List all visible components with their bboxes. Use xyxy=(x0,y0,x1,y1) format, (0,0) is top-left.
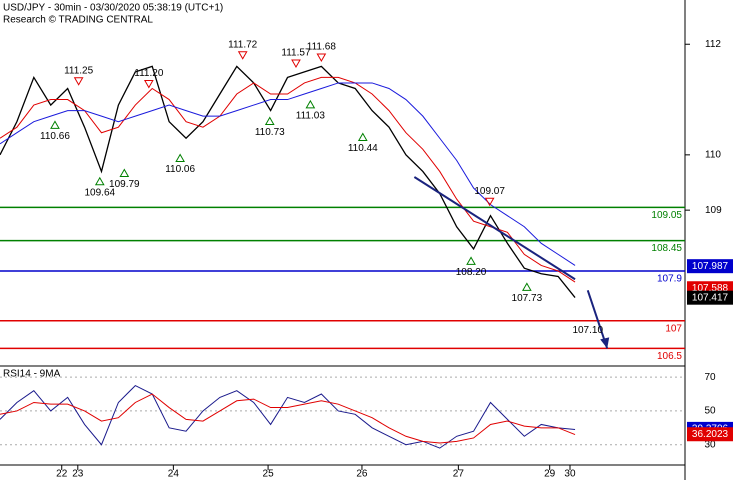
chart-subtitle: Research © TRADING CENTRAL xyxy=(3,15,153,26)
high-marker xyxy=(143,79,154,89)
low-marker xyxy=(264,116,275,125)
x-tick-label: 27 xyxy=(453,469,465,480)
low-marker xyxy=(119,168,130,177)
low-marker xyxy=(175,153,185,163)
chart-title: USD/JPY - 30min - 03/30/2020 05:38:19 (U… xyxy=(3,3,223,14)
high-marker xyxy=(73,77,84,86)
rsi-tick-label: 50 xyxy=(704,406,716,417)
low-marker xyxy=(357,132,368,142)
high-label: 111.57 xyxy=(281,48,311,59)
x-tick-label: 30 xyxy=(564,469,576,480)
low-label: 110.66 xyxy=(40,131,70,142)
price-line xyxy=(0,65,576,298)
price-box-label: 107.588 xyxy=(692,283,729,294)
low-label: 108.20 xyxy=(456,267,487,278)
price-box xyxy=(687,427,733,442)
level-label: 107.9 xyxy=(657,274,682,285)
rsi-line xyxy=(0,393,576,444)
x-tick-label: 29 xyxy=(544,469,556,480)
y-tick-label: 112 xyxy=(705,39,721,50)
level-label: 109.05 xyxy=(651,210,682,221)
low-marker xyxy=(305,99,316,109)
trendline xyxy=(413,176,576,281)
y-tick-label: 110 xyxy=(705,149,721,160)
low-marker xyxy=(466,256,476,265)
high-label: 111.20 xyxy=(134,68,164,79)
high-label: 111.68 xyxy=(307,42,337,53)
low-label: 109.79 xyxy=(109,179,140,190)
level-label: 107 xyxy=(665,323,682,334)
high-label: 111.72 xyxy=(228,39,258,50)
x-tick-label: 25 xyxy=(263,469,275,480)
target-label: 107.10 xyxy=(572,325,603,336)
low-label: 109.64 xyxy=(84,187,115,198)
low-label: 110.73 xyxy=(255,127,285,138)
y-tick-label: 109 xyxy=(705,205,722,216)
high-label: 111.25 xyxy=(64,65,94,76)
price-line xyxy=(0,82,576,266)
x-tick-label: 24 xyxy=(168,469,180,480)
low-label: 110.06 xyxy=(165,164,195,175)
high-marker xyxy=(291,59,301,69)
arrow-head xyxy=(600,337,610,349)
x-tick-label: 23 xyxy=(72,469,84,480)
low-label: 107.73 xyxy=(512,293,543,304)
rsi-line xyxy=(0,384,576,449)
high-marker xyxy=(484,197,495,207)
rsi-title: RSI14 - 9MA xyxy=(3,369,61,380)
level-label: 106.5 xyxy=(657,351,682,362)
price-box xyxy=(687,290,733,305)
high-marker xyxy=(237,51,248,60)
high-marker xyxy=(316,53,327,62)
level-label: 108.45 xyxy=(651,243,682,254)
rsi-tick-label: 30 xyxy=(704,439,716,450)
low-label: 110.44 xyxy=(348,143,378,154)
rsi-tick-label: 70 xyxy=(704,372,716,383)
price-line xyxy=(0,76,576,283)
price-box-label: 36.2023 xyxy=(692,429,729,440)
price-box-label: 107.417 xyxy=(692,292,729,303)
x-tick-label: 26 xyxy=(356,469,368,480)
high-label: 109.07 xyxy=(474,186,505,197)
price-box xyxy=(687,259,733,274)
low-marker xyxy=(50,120,60,129)
low-label: 111.03 xyxy=(296,111,326,122)
low-marker xyxy=(521,282,532,291)
price-box-label: 107.987 xyxy=(692,261,729,272)
x-tick-label: 22 xyxy=(56,469,68,480)
low-marker xyxy=(94,176,105,186)
